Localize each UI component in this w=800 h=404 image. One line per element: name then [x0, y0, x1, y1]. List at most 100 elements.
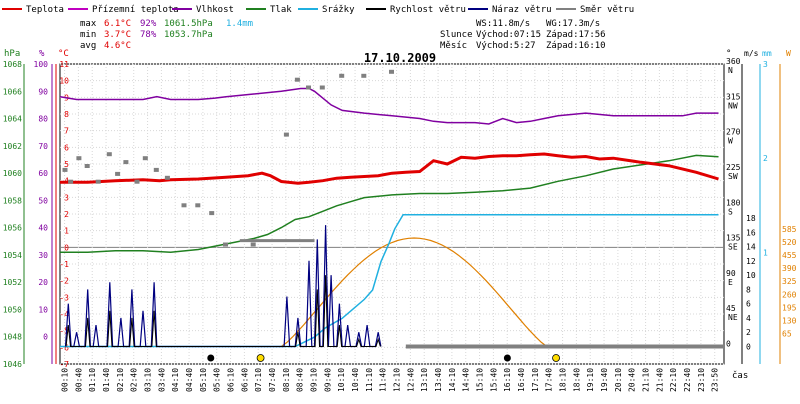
axis-unit-dir: °	[726, 49, 731, 59]
axis-dir-label: S	[728, 207, 733, 216]
legend-item-tlak: Tlak	[270, 5, 292, 15]
axis-unit-time: čas	[732, 370, 748, 381]
legend-item-rychlost: Rychlost větru	[390, 5, 466, 15]
axis-ms-tick: 2	[746, 328, 751, 337]
axis-x-tick: 15:10	[476, 368, 485, 392]
wind-wg: WG:17.3m/s	[546, 19, 600, 29]
axis-x-tick: 00:10	[61, 368, 70, 392]
stats-avg-label: avg	[80, 41, 96, 51]
wind-direction-mark	[142, 156, 148, 161]
wind-direction-mark	[164, 175, 170, 180]
axis-dir-tick: 45	[726, 304, 736, 313]
axis-ms-tick: 0	[746, 343, 751, 352]
x-axis: 00:10 00:40 01:10 01:40 02:10 02:40 03:10 03:40…	[61, 368, 720, 392]
axis-dir-tick: 180	[726, 198, 741, 207]
axis-ms-tick: 12	[746, 257, 756, 266]
axis-temp-tick: 11	[59, 60, 69, 69]
axis-hpa-tick: 1066	[3, 87, 22, 96]
axis-hpa-tick: 1052	[3, 278, 22, 287]
axis-x-tick: 12:40	[406, 368, 415, 392]
left-axes: 1068106610641062106010581056105410521050…	[3, 60, 69, 369]
axis-temp-tick: -3	[59, 293, 69, 302]
axis-temp-tick: 6	[64, 143, 69, 152]
axis-x-tick: 16:40	[517, 368, 526, 392]
axis-hpa-tick: 1054	[3, 251, 22, 260]
axis-pct-tick: 80	[38, 115, 48, 124]
axis-x-tick: 14:40	[462, 368, 471, 392]
axis-unit-ms: m/s	[744, 49, 759, 58]
wind-direction-mark	[68, 179, 74, 184]
series-solar-radiation	[280, 237, 548, 347]
axis-x-tick: 06:40	[240, 368, 249, 392]
axis-x-tick: 14:10	[448, 368, 457, 392]
axis-hpa-tick: 1058	[3, 196, 22, 205]
axis-hpa-tick: 1068	[3, 60, 22, 69]
axis-x-tick: 12:10	[393, 368, 402, 392]
axis-x-tick: 04:10	[171, 368, 180, 392]
axis-dir-label: N	[728, 66, 733, 75]
axis-x-tick: 23:50	[711, 368, 720, 392]
wind-direction-mark	[153, 167, 159, 172]
axis-wm2-tick: 130	[782, 316, 797, 325]
legend: Teplota Přízemní teplota Vlhkost Tlak Sr…	[2, 5, 634, 15]
axis-x-tick: 01:10	[88, 368, 97, 392]
axis-wm2-tick: 520	[782, 238, 797, 247]
axis-pct-tick: 90	[38, 87, 48, 96]
wind-direction-mark	[195, 203, 201, 208]
wind-direction-mark	[84, 164, 90, 168]
moonrise-icon	[207, 354, 215, 362]
sun-set: Západ:17:56	[546, 30, 606, 40]
axis-wm2-tick: 195	[782, 303, 797, 312]
moon-set: Západ:16:10	[546, 41, 606, 51]
axis-temp-tick: 0	[64, 243, 69, 252]
axis-unit-wm2: W	[786, 49, 791, 58]
axis-x-tick: 05:10	[199, 368, 208, 392]
wind-direction-mark	[306, 85, 311, 90]
axis-x-tick: 05:40	[213, 368, 222, 392]
axis-dir-label: W	[728, 137, 733, 146]
axis-mm-tick: 2	[763, 154, 768, 163]
axis-wm2-tick: 260	[782, 290, 797, 299]
axis-x-tick: 03:40	[157, 368, 166, 392]
axis-dir-tick: 225	[726, 163, 741, 172]
axis-x-tick: 09:40	[323, 368, 332, 392]
axis-temp-tick: -5	[59, 327, 69, 336]
stats-block: max 6.1°C 92% 1061.5hPa 1.4mm min 3.7°C …	[80, 19, 606, 51]
axis-x-tick: 21:40	[655, 368, 664, 392]
axis-x-tick: 06:10	[227, 368, 236, 392]
axis-hpa-tick: 1048	[3, 333, 22, 342]
axis-pct-tick: 100	[34, 60, 49, 69]
axis-hpa-tick: 1060	[3, 169, 22, 178]
stats-min-temp: 3.7°C	[104, 30, 131, 40]
axis-ms-tick: 14	[746, 243, 756, 252]
series-vlhkost	[59, 87, 719, 125]
stats-max-rain: 1.4mm	[226, 19, 253, 29]
axis-x-tick: 08:10	[282, 368, 291, 392]
axis-wm2-tick: 455	[782, 251, 797, 260]
axis-x-tick: 10:10	[337, 368, 346, 392]
axis-temp-tick: -4	[59, 310, 69, 319]
moonset-icon	[503, 354, 511, 362]
axis-x-tick: 09:10	[310, 368, 319, 392]
legend-item-prizemni: Přízemní teplota	[92, 5, 179, 15]
axis-x-tick: 19:40	[600, 368, 609, 392]
wind-direction-mark	[361, 73, 367, 78]
axis-x-tick: 02:40	[130, 368, 139, 392]
stats-min-hum: 78%	[140, 30, 157, 40]
axis-x-tick: 00:40	[74, 368, 83, 392]
stats-max-temp: 6.1°C	[104, 19, 131, 29]
axis-x-tick: 17:10	[531, 368, 540, 392]
right-axes: 360N315NW270W225SW180S135SE90E45NE018161…	[726, 57, 797, 364]
sunset-icon	[552, 354, 560, 362]
axis-x-tick: 01:40	[102, 368, 111, 392]
sunrise-icon	[256, 354, 265, 362]
wind-direction-mark	[181, 203, 187, 208]
axis-x-tick: 21:10	[642, 368, 651, 392]
series-naraz	[64, 225, 382, 348]
axis-temp-tick: 8	[64, 110, 69, 119]
wind-direction-mark	[209, 211, 215, 216]
stats-max-hum: 92%	[140, 19, 157, 29]
wind-direction-mark	[294, 77, 300, 82]
axis-temp-tick: 7	[64, 127, 69, 136]
